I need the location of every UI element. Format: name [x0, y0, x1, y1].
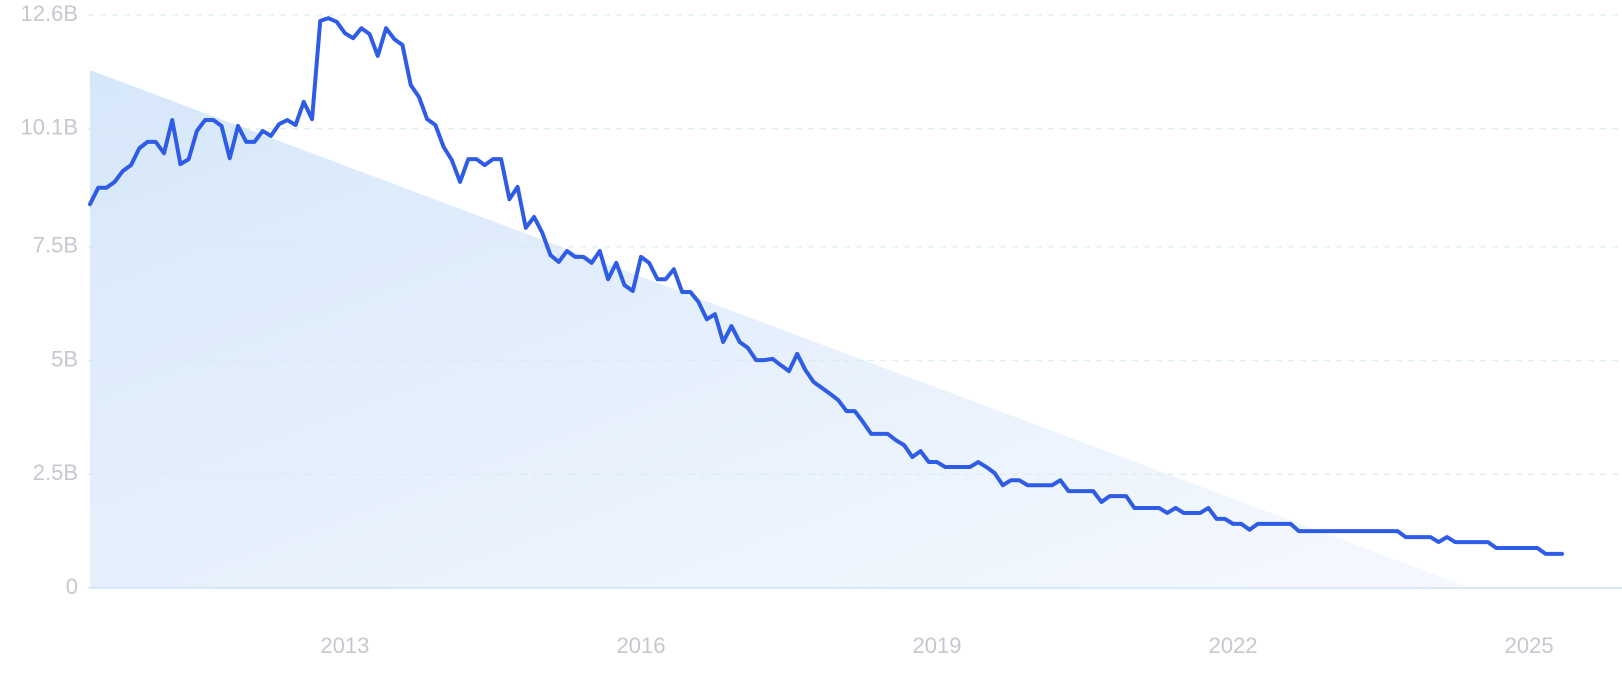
- x-tick-label: 2019: [913, 633, 962, 658]
- y-tick-label: 7.5B: [33, 233, 78, 258]
- y-tick-label: 2.5B: [33, 460, 78, 485]
- x-tick-label: 2025: [1505, 633, 1554, 658]
- trend-area: [90, 70, 1471, 589]
- y-tick-label: 10.1B: [21, 115, 79, 140]
- data-line: [88, 16, 1564, 556]
- y-tick-label: 5B: [51, 346, 78, 371]
- x-tick-label: 2022: [1209, 633, 1258, 658]
- x-tick-label: 2013: [320, 633, 369, 658]
- y-tick-label: 0: [66, 574, 78, 599]
- x-tick-label: 2016: [616, 633, 665, 658]
- y-tick-label: 12.6B: [21, 1, 79, 26]
